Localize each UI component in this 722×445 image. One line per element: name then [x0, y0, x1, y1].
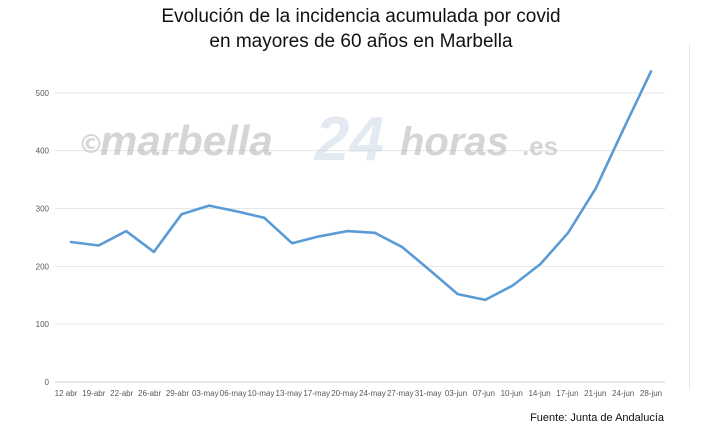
- x-tick-label: 31-may: [415, 389, 442, 398]
- x-tick-label: 20-may: [331, 389, 358, 398]
- y-tick-label: 100: [36, 320, 50, 329]
- x-tick-label: 24-jun: [612, 389, 634, 398]
- x-tick-label: 27-may: [387, 389, 414, 398]
- x-tick-label: 10-jun: [501, 389, 523, 398]
- chart-title-line-2: en mayores de 60 años en Marbella: [209, 31, 513, 52]
- x-axis-ticks: 12 abr 19-abr 22-abr 26-abr 29-abr 03-may 06-m…: [55, 389, 662, 398]
- x-tick-label: 26-abr: [138, 389, 161, 398]
- x-tick-label: 22-abr: [110, 389, 133, 398]
- x-tick-label: 17-may: [303, 389, 330, 398]
- y-tick-label: 500: [36, 89, 50, 98]
- watermark-word-marbella: marbella: [100, 117, 273, 164]
- y-tick-label: 400: [36, 147, 50, 156]
- chart-title-line-1: Evolución de la incidencia acumulada por…: [161, 6, 561, 27]
- watermark-word-24: 24: [314, 105, 384, 174]
- x-tick-label: 13-may: [276, 389, 303, 398]
- x-tick-label: 21-jun: [584, 389, 606, 398]
- y-tick-label: 300: [36, 205, 50, 214]
- x-tick-label: 03-jun: [445, 389, 467, 398]
- x-tick-label: 03-may: [192, 389, 219, 398]
- y-tick-label: 200: [36, 262, 50, 271]
- gridlines: [55, 92, 665, 383]
- x-tick-label: 10-may: [248, 389, 275, 398]
- series-polyline: [69, 70, 653, 302]
- watermark-copyright: ©: [78, 130, 104, 160]
- chart-title: Evolución de la incidencia acumulada por…: [0, 4, 722, 54]
- series-line: [69, 70, 653, 302]
- y-axis-ticks: 0 100 200 300 400 500: [36, 89, 50, 387]
- x-tick-label: 12 abr: [55, 389, 78, 398]
- x-tick-label: 29-abr: [166, 389, 189, 398]
- y-tick-label: 0: [45, 378, 50, 387]
- x-tick-label: 24-may: [359, 389, 386, 398]
- source-note: Fuente: Junta de Andalucía: [530, 412, 664, 424]
- x-tick-label: 14-jun: [528, 389, 550, 398]
- x-tick-label: 07-jun: [473, 389, 495, 398]
- watermark-word-es: .es: [522, 131, 558, 161]
- x-tick-label: 28-jun: [640, 389, 662, 398]
- plot-right-border: [689, 44, 690, 389]
- watermark: © marbella 24 horas .es: [78, 105, 558, 174]
- x-tick-label: 06-may: [220, 389, 247, 398]
- x-tick-label: 17-jun: [556, 389, 578, 398]
- x-tick-label: 19-abr: [82, 389, 105, 398]
- watermark-word-horas: horas: [400, 120, 509, 164]
